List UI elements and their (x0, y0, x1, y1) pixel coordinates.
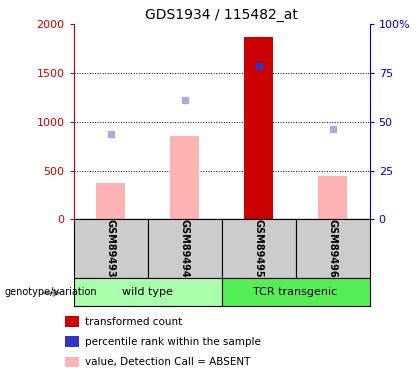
Bar (65, 357, 79, 368)
Bar (296, 219, 370, 278)
Text: genotype/variation: genotype/variation (4, 286, 97, 297)
Text: GSM89494: GSM89494 (179, 219, 189, 278)
Text: GSM89496: GSM89496 (328, 219, 338, 278)
Bar (96, 183, 125, 219)
Bar (318, 176, 347, 219)
Text: percentile rank within the sample: percentile rank within the sample (85, 337, 260, 347)
Bar (65, 316, 79, 327)
Bar (74, 278, 222, 306)
Title: GDS1934 / 115482_at: GDS1934 / 115482_at (145, 8, 298, 22)
Text: value, Detection Call = ABSENT: value, Detection Call = ABSENT (85, 357, 250, 368)
Text: TCR transgenic: TCR transgenic (253, 286, 338, 297)
Bar (170, 135, 200, 219)
Text: GSM89493: GSM89493 (105, 219, 116, 278)
Bar (147, 219, 222, 278)
Text: transformed count: transformed count (85, 317, 182, 327)
Bar (222, 278, 370, 306)
Text: GSM89495: GSM89495 (254, 219, 264, 278)
Text: wild type: wild type (122, 286, 173, 297)
Bar (222, 219, 296, 278)
Bar (244, 37, 273, 219)
Bar (65, 336, 79, 347)
Bar (74, 219, 147, 278)
